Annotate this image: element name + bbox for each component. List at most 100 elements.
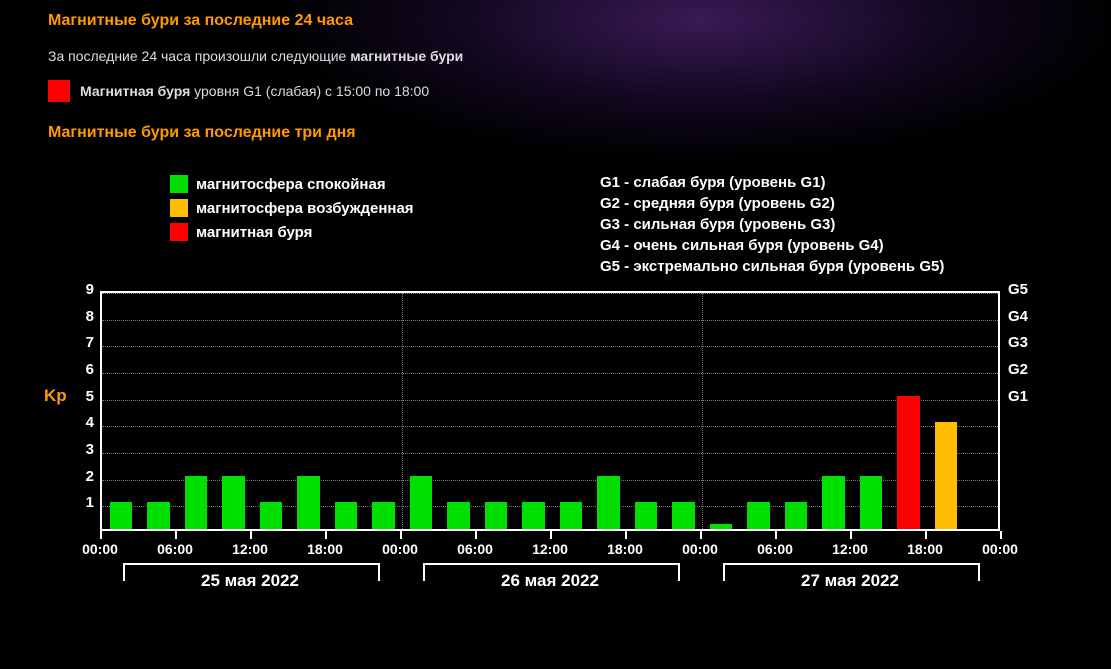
storm-swatch-red bbox=[48, 80, 70, 102]
x-tick-mark bbox=[775, 531, 777, 539]
storm-entry-text: Магнитная буря уровня G1 (слабая) с 15:0… bbox=[80, 83, 429, 99]
chart-bar bbox=[747, 502, 770, 529]
date-label: 25 мая 2022 bbox=[201, 571, 299, 591]
storm-entry-bold: Магнитная буря bbox=[80, 83, 190, 99]
chart-bar bbox=[785, 502, 808, 529]
chart-bar bbox=[635, 502, 658, 529]
legend-right-line: G5 - экстремально сильная буря (уровень … bbox=[600, 256, 944, 277]
day-separator bbox=[402, 293, 403, 529]
y-tick-label: 2 bbox=[70, 468, 94, 485]
chart-bar bbox=[897, 396, 920, 529]
chart-bar bbox=[672, 502, 695, 529]
g-tick-label: G1 bbox=[1008, 388, 1028, 405]
chart-bar bbox=[410, 476, 433, 529]
legend-right-line: G1 - слабая буря (уровень G1) bbox=[600, 172, 944, 193]
date-label: 26 мая 2022 bbox=[501, 571, 599, 591]
x-tick-mark bbox=[325, 531, 327, 539]
date-bracket bbox=[423, 563, 678, 565]
y-tick-label: 8 bbox=[70, 308, 94, 325]
x-tick-mark bbox=[850, 531, 852, 539]
gridline-h bbox=[102, 320, 998, 321]
g-tick-label: G2 bbox=[1008, 361, 1028, 378]
y-tick-label: 1 bbox=[70, 494, 94, 511]
plot-area bbox=[100, 291, 1000, 531]
g-tick-label: G3 bbox=[1008, 334, 1028, 351]
gridline-h bbox=[102, 346, 998, 347]
chart-bar bbox=[485, 502, 508, 529]
x-tick-label: 06:00 bbox=[157, 541, 193, 557]
x-tick-mark bbox=[925, 531, 927, 539]
chart-bar bbox=[335, 502, 358, 529]
date-bracket bbox=[123, 563, 378, 565]
x-tick-label: 18:00 bbox=[907, 541, 943, 557]
chart-bar bbox=[597, 476, 620, 529]
chart-bar bbox=[522, 502, 545, 529]
chart-bar bbox=[935, 422, 958, 529]
x-tick-mark bbox=[625, 531, 627, 539]
legend-right-line: G2 - средняя буря (уровень G2) bbox=[600, 193, 944, 214]
legend-swatch bbox=[170, 175, 188, 193]
chart-legend: магнитосфера спокойная магнитосфера возбу… bbox=[170, 172, 1070, 277]
legend-label: магнитосфера возбужденная bbox=[196, 200, 414, 217]
chart-bar bbox=[185, 476, 208, 529]
x-tick-label: 00:00 bbox=[982, 541, 1018, 557]
chart-bar bbox=[860, 476, 883, 529]
subtext-prefix: За последние 24 часа произошли следующие bbox=[48, 48, 350, 64]
storm-entry-rest: уровня G1 (слабая) с 15:00 по 18:00 bbox=[190, 83, 429, 99]
x-tick-mark bbox=[175, 531, 177, 539]
chart-bar bbox=[297, 476, 320, 529]
chart-bar bbox=[147, 502, 170, 529]
x-tick-mark bbox=[475, 531, 477, 539]
storm-entry: Магнитная буря уровня G1 (слабая) с 15:0… bbox=[48, 80, 1111, 102]
x-tick-label: 12:00 bbox=[532, 541, 568, 557]
legend-item: магнитосфера возбужденная bbox=[170, 196, 470, 220]
date-bracket-end bbox=[678, 563, 680, 581]
x-tick-mark bbox=[100, 531, 102, 539]
x-tick-label: 00:00 bbox=[82, 541, 118, 557]
x-tick-mark bbox=[400, 531, 402, 539]
chart-bar bbox=[822, 476, 845, 529]
day-separator bbox=[702, 293, 703, 529]
date-bracket bbox=[723, 563, 978, 565]
date-bracket-end bbox=[378, 563, 380, 581]
x-tick-label: 12:00 bbox=[832, 541, 868, 557]
kp-axis-label: Kp bbox=[44, 386, 67, 406]
heading-3d: Магнитные бури за последние три дня bbox=[48, 124, 1111, 142]
date-bracket-end bbox=[123, 563, 125, 581]
date-bracket-end bbox=[978, 563, 980, 581]
x-tick-mark bbox=[550, 531, 552, 539]
legend-right-line: G4 - очень сильная буря (уровень G4) bbox=[600, 235, 944, 256]
x-tick-label: 00:00 bbox=[682, 541, 718, 557]
subtext-bold: магнитные бури bbox=[350, 48, 463, 64]
date-label: 27 мая 2022 bbox=[801, 571, 899, 591]
x-tick-label: 18:00 bbox=[307, 541, 343, 557]
x-tick-label: 06:00 bbox=[457, 541, 493, 557]
date-bracket-end bbox=[723, 563, 725, 581]
gridline-h bbox=[102, 400, 998, 401]
g-tick-label: G5 bbox=[1008, 281, 1028, 298]
legend-left: магнитосфера спокойная магнитосфера возбу… bbox=[170, 172, 470, 277]
legend-swatch bbox=[170, 223, 188, 241]
y-tick-label: 5 bbox=[70, 388, 94, 405]
chart: 123456789KpG1G2G3G4G500:0006:0012:0018:0… bbox=[70, 291, 1060, 651]
legend-label: магнитосфера спокойная bbox=[196, 176, 386, 193]
legend-label: магнитная буря bbox=[196, 224, 312, 241]
gridline-h bbox=[102, 453, 998, 454]
y-tick-label: 6 bbox=[70, 361, 94, 378]
x-tick-label: 06:00 bbox=[757, 541, 793, 557]
chart-bar bbox=[710, 524, 733, 529]
legend-right: G1 - слабая буря (уровень G1)G2 - средня… bbox=[600, 172, 944, 277]
x-tick-mark bbox=[700, 531, 702, 539]
subtext-24h: За последние 24 часа произошли следующие… bbox=[48, 48, 1111, 64]
gridline-h bbox=[102, 373, 998, 374]
heading-24h: Магнитные бури за последние 24 часа bbox=[48, 12, 1111, 30]
x-tick-label: 18:00 bbox=[607, 541, 643, 557]
y-tick-label: 7 bbox=[70, 334, 94, 351]
chart-bar bbox=[560, 502, 583, 529]
gridline-h bbox=[102, 426, 998, 427]
y-tick-label: 3 bbox=[70, 441, 94, 458]
chart-bar bbox=[372, 502, 395, 529]
gridline-h bbox=[102, 293, 998, 294]
date-bracket-end bbox=[423, 563, 425, 581]
chart-bar bbox=[447, 502, 470, 529]
